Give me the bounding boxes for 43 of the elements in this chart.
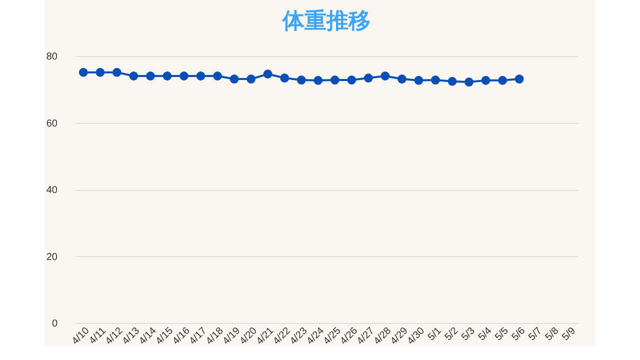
point (196, 72, 206, 80)
x-tick-label: 5/6 (510, 325, 528, 344)
point (213, 72, 222, 80)
point (397, 74, 406, 84)
point (364, 74, 373, 82)
x-tick-label: 5/7 (526, 325, 545, 344)
x-tick-label: 5/5 (493, 325, 512, 344)
x-tick-label: 5/2 (442, 325, 461, 344)
x-tick-label: 5/9 (560, 325, 578, 344)
point (112, 68, 122, 77)
point (514, 74, 524, 84)
x-tick-label: 5/4 (476, 325, 494, 344)
point (78, 68, 88, 77)
y-tick-label: 20 (46, 252, 58, 263)
point (263, 70, 272, 78)
x-tick-label: 5/8 (544, 325, 562, 344)
point (431, 76, 440, 84)
point (246, 74, 256, 84)
point (129, 72, 138, 80)
x-tick-label: 5/1 (426, 325, 444, 344)
point (380, 72, 390, 80)
point (280, 74, 290, 82)
point (448, 76, 457, 86)
point (314, 76, 323, 85)
point (464, 78, 474, 86)
y-tick-label: 40 (46, 185, 58, 196)
point (498, 76, 508, 85)
point (180, 72, 188, 80)
y-tick-label: 80 (46, 52, 58, 62)
point (481, 76, 490, 85)
point (230, 74, 239, 84)
x-tick-label: 5/3 (460, 325, 478, 344)
point (330, 76, 340, 84)
y-tick-label: 0 (52, 318, 58, 330)
chart-title: 体重推移 (282, 9, 370, 34)
x-tick-label: 4/10 (70, 325, 92, 348)
point (96, 68, 105, 77)
y-tick-label: 60 (46, 118, 58, 130)
point (296, 76, 306, 84)
point (347, 76, 356, 84)
point (414, 76, 424, 85)
point (146, 72, 155, 80)
point (162, 72, 172, 80)
